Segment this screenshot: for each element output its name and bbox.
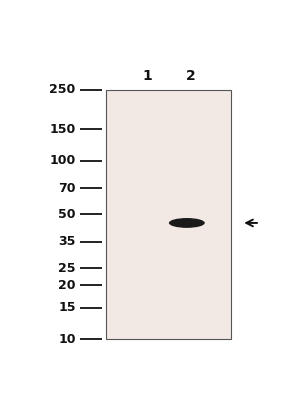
Text: 100: 100 (49, 154, 76, 167)
Bar (106, 90, 231, 339)
Text: 35: 35 (58, 236, 76, 248)
Text: 10: 10 (58, 332, 76, 346)
Text: 250: 250 (49, 83, 76, 96)
Text: 70: 70 (58, 182, 76, 195)
Text: 15: 15 (58, 301, 76, 314)
Text: 25: 25 (58, 262, 76, 274)
Text: 150: 150 (49, 123, 76, 136)
Text: 50: 50 (58, 208, 76, 221)
Text: 2: 2 (185, 69, 195, 83)
Text: 1: 1 (143, 69, 152, 83)
Text: 20: 20 (58, 279, 76, 292)
Ellipse shape (169, 218, 205, 228)
